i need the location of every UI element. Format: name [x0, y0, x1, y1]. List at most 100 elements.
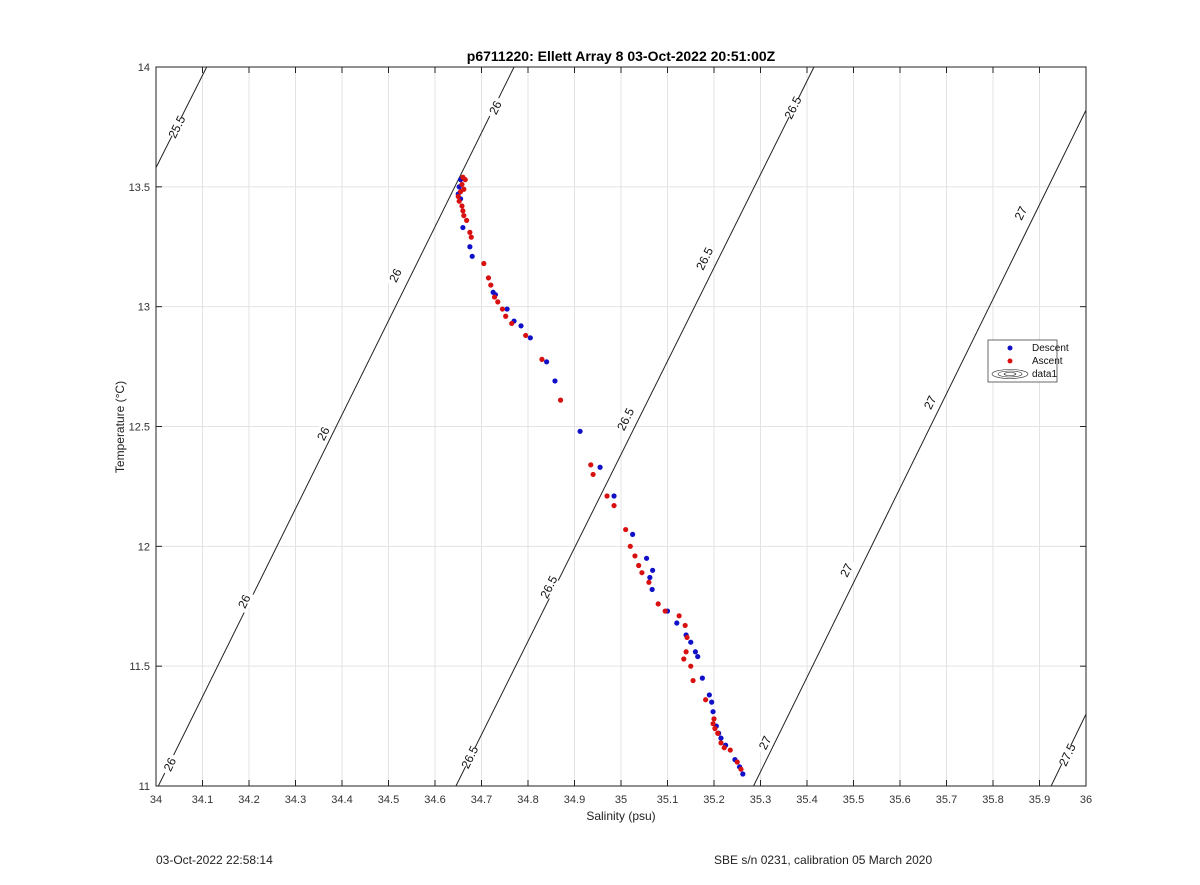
ascent-point [462, 177, 468, 183]
x-tick-label: 34.4 [331, 794, 352, 806]
descent-point [740, 771, 746, 777]
descent-point [710, 709, 716, 715]
x-tick-label: 34.2 [238, 794, 259, 806]
contour-label-bg [782, 95, 804, 120]
contour-label-bg [484, 95, 507, 120]
ascent-point [588, 462, 594, 468]
contour-label-bg [1010, 201, 1032, 226]
contour-label: 26.5 [693, 245, 716, 272]
legend-box [987, 339, 1058, 383]
descent-point [577, 428, 583, 434]
y-tick-label: 11 [139, 781, 150, 793]
descent-point [699, 675, 705, 681]
y-tick-label: 12 [138, 541, 150, 553]
ascent-point [460, 208, 466, 214]
ascent-point [676, 613, 682, 619]
ascent-point [459, 181, 465, 188]
y-tick-label: 13 [138, 302, 150, 314]
legend[interactable]: Descent Ascent data1 [987, 339, 1069, 383]
descent-point [460, 224, 466, 231]
ascent-point [681, 656, 687, 662]
ascent-point [627, 543, 633, 549]
x-tick-label: 34.5 [378, 794, 399, 806]
x-tick-label: 35.2 [703, 794, 724, 806]
x-tick-label: 35.6 [889, 794, 910, 806]
legend-descent-marker [1007, 345, 1013, 351]
descent-point [527, 335, 533, 341]
x-tick-label: 36 [1080, 794, 1092, 806]
ascent-point [523, 332, 529, 339]
x-tick-label: 35.9 [1029, 794, 1050, 806]
contour-label-bg [538, 575, 560, 600]
ascent-point [639, 570, 645, 576]
contour-label: 27 [756, 733, 775, 751]
footer-calibration: SBE s/n 0231, calibration 05 March 2020 [714, 853, 933, 867]
descent-point [692, 649, 699, 655]
ascent-point [688, 663, 694, 669]
contour-label: 27.5 [1056, 741, 1079, 768]
descent-point [709, 699, 715, 705]
ascent-point [459, 203, 465, 209]
y-tick-label: 13.5 [129, 182, 150, 194]
contour-label-bg [384, 263, 407, 288]
ascent-point [727, 747, 733, 753]
ascent-point [710, 721, 716, 727]
contour-label: 27 [1012, 204, 1031, 222]
contour-line [753, 109, 1087, 787]
x-tick-label: 34.9 [564, 794, 585, 806]
ascent-point [703, 697, 709, 703]
x-tick-label: 34.8 [517, 794, 538, 806]
ascent-point [457, 189, 464, 195]
x-axis-ticks: 34 34.1 34.2 34.3 34.4 34.5 34.6 34.7 34.8 34.9 35… [150, 67, 1092, 806]
x-tick-label: 34.6 [424, 794, 445, 806]
contour-label: 26 [386, 266, 405, 284]
descent-point [611, 493, 617, 499]
y-axis-ticks: 11 11.5 12 12.5 13 13.5 14 [129, 62, 1086, 793]
contour-label-bg [614, 407, 637, 432]
contour-line [155, 66, 208, 168]
ascent-point [718, 740, 724, 746]
descent-point [650, 567, 656, 573]
descent-point [630, 531, 636, 537]
footer-timestamp: 03-Oct-2022 22:58:14 [156, 853, 273, 867]
x-tick-label: 35.1 [657, 794, 678, 806]
data-points [455, 174, 746, 777]
x-tick-label: 35.3 [750, 794, 771, 806]
x-tick-label: 34 [150, 794, 162, 806]
ascent-point [682, 622, 688, 629]
contour-label-bg [754, 730, 776, 755]
ascent-point [636, 562, 642, 569]
y-tick-label: 14 [138, 62, 150, 74]
contour-label: 26 [486, 98, 505, 116]
contour-label: 27 [921, 393, 940, 411]
descent-point [504, 306, 510, 312]
contour-label-bg [919, 390, 941, 415]
ascent-point [488, 282, 494, 288]
ascent-point [456, 198, 462, 204]
descent-point [467, 244, 473, 250]
x-tick-label: 35 [615, 794, 627, 806]
descent-point [695, 653, 701, 660]
x-tick-label: 34.3 [285, 794, 306, 806]
x-tick-label: 34.1 [192, 794, 213, 806]
ascent-point [539, 356, 545, 362]
descent-point [706, 692, 712, 698]
x-tick-label: 35.8 [982, 794, 1003, 806]
contour-label-bg [233, 589, 256, 614]
ascent-point [683, 649, 689, 655]
x-tick-label: 35.4 [796, 794, 817, 806]
descent-point [469, 253, 475, 259]
descent-point [518, 323, 524, 329]
ascent-point [481, 260, 487, 267]
descent-point [674, 620, 680, 626]
ascent-point [623, 526, 629, 533]
y-axis-label: Temperature (°C) [113, 381, 127, 473]
ascent-point [721, 745, 727, 751]
y-tick-label: 11.5 [129, 661, 150, 673]
contour-label: 26.5 [458, 743, 481, 770]
descent-point [597, 464, 603, 470]
ascent-point [655, 601, 661, 607]
ascent-point [557, 397, 564, 403]
ascent-point [503, 313, 509, 319]
